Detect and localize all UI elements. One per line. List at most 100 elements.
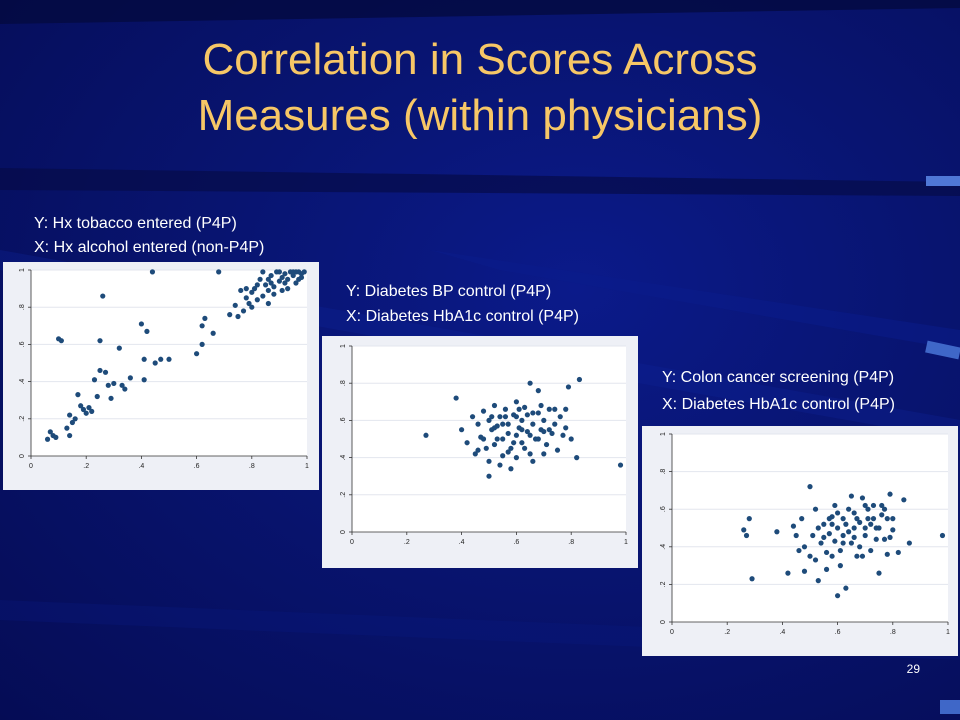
chart2-data-point: [486, 473, 492, 479]
chart1-data-point: [249, 304, 255, 310]
chart2-caption-y: Y: Diabetes BP control (P4P): [346, 283, 552, 300]
chart1-data-point: [243, 286, 249, 292]
chart3-data-point: [881, 536, 888, 542]
chart3-data-point: [895, 549, 901, 556]
chart3-data-point: [826, 531, 832, 537]
chart2-data-point: [497, 462, 503, 468]
chart2-data-point: [513, 432, 519, 438]
chart1-data-point: [271, 284, 277, 290]
slide-title-line-1: Correlation in Scores Across: [202, 35, 758, 84]
chart2-x-tick-label: .2: [404, 539, 410, 546]
chart1-x-tick-label: .4: [138, 463, 144, 470]
chart2-data-point: [491, 441, 498, 448]
chart2-plot-area: [352, 346, 626, 532]
chart1-data-point: [141, 377, 147, 383]
chart1-y-tick-label: .2: [19, 416, 26, 422]
chart2-scatter-plot: 0 .2 .4 .6 .8 1 0 .2 .4 .6 .8 1: [340, 344, 628, 546]
chart2-data-point: [491, 402, 498, 409]
chart1-y-tick-label: 0: [19, 454, 26, 458]
chart2-panel: 0 .2 .4 .6 .8 1 0 .2 .4 .6 .8 1: [322, 336, 638, 568]
chart3-data-point: [796, 547, 802, 554]
chart2-data-point: [459, 427, 465, 433]
chart2-data-point: [502, 406, 509, 412]
chart2-data-point: [508, 466, 514, 472]
chart3-data-point: [876, 525, 882, 531]
chart1-data-point: [75, 392, 81, 398]
chart3-data-point: [790, 523, 797, 529]
chart3-data-point: [884, 551, 890, 557]
chart3-data-point: [840, 516, 846, 522]
chart3-data-point: [848, 493, 854, 499]
chart1-y-tick-label: .8: [19, 304, 26, 310]
chart3-data-point: [774, 529, 780, 535]
chart2-data-point: [480, 436, 487, 442]
chart3-data-point: [793, 532, 799, 539]
chart2-y-tick-label: 0: [340, 530, 347, 534]
chart3-caption-y: Y: Colon cancer screening (P4P): [662, 369, 895, 386]
chart3-data-point: [837, 563, 843, 569]
chart2-data-point: [505, 421, 511, 427]
chart3-axes: [671, 434, 948, 623]
chart1-data-point: [260, 293, 266, 299]
chart2-x-tick-label: .6: [513, 539, 519, 546]
chart3-data-point: [812, 557, 819, 563]
chart1-x-tick-label: .2: [83, 463, 89, 470]
chart1-data-point: [86, 405, 92, 411]
chart2-data-point: [522, 404, 528, 410]
chart1-data-point: [199, 323, 205, 329]
chart1-data-point: [158, 356, 164, 362]
chart3-data-point: [862, 502, 868, 509]
chart3-data-point: [829, 521, 835, 527]
chart1-data-point: [69, 419, 75, 426]
chart2-data-point: [500, 436, 506, 442]
chart3-data-point: [890, 527, 896, 533]
chart3-data-point: [851, 510, 857, 516]
chart1-caption-y: Y: Hx tobacco entered (P4P): [34, 215, 237, 232]
chart3-data-point: [868, 547, 874, 554]
chart3-data-point: [879, 502, 885, 509]
chart2-data-point: [541, 428, 547, 435]
chart3-y-tick-label: 0: [660, 620, 667, 624]
chart2-data-point: [486, 458, 492, 464]
chart3-data-point: [840, 540, 846, 546]
chart2-data-point: [513, 399, 519, 405]
chart1-data-point: [122, 386, 128, 392]
chart1-data-point: [97, 338, 103, 344]
chart2-data-point: [617, 462, 624, 468]
chart3-data-point: [807, 484, 813, 490]
chart2-data-point: [472, 451, 478, 457]
chart2-data-point: [546, 427, 552, 433]
chart1-data-point: [285, 286, 291, 292]
chart1-data-point: [67, 432, 73, 439]
chart3-data-point: [881, 506, 888, 512]
chart3-data-point: [840, 532, 846, 539]
chart2-data-point: [505, 430, 511, 437]
chart1-data-point: [44, 436, 51, 442]
chart2-data-point: [530, 421, 536, 427]
chart2-data-point: [552, 421, 558, 427]
chart1-data-point: [138, 321, 144, 327]
chart1-data-point: [290, 272, 296, 279]
chart1-data-point: [58, 338, 64, 344]
chart2-data-point: [494, 436, 500, 442]
chart2-data-point: [505, 449, 511, 455]
chart1-data-point: [263, 282, 269, 288]
chart2-x-tick-label: .8: [568, 539, 574, 546]
chart3-y-tick-label: .2: [660, 581, 667, 587]
chart3-x-tick-label: .8: [890, 629, 896, 636]
chart1-data-point: [243, 295, 249, 301]
chart2-data-point: [527, 451, 533, 457]
chart1-data-point: [296, 276, 302, 282]
chart2-data-point: [516, 406, 522, 412]
chart2-data-point: [489, 414, 495, 420]
chart3-x-tick-label: .2: [724, 629, 730, 636]
chart2-caption-x: X: Diabetes HbA1c control (P4P): [346, 308, 579, 325]
chart3-y-tick-label: .8: [660, 469, 667, 475]
chart1-data-point: [240, 308, 247, 314]
chart2-data-point: [563, 425, 569, 431]
chart1-data-point: [83, 410, 89, 416]
chart1-y-tick-label: .6: [19, 341, 26, 347]
chart3-data-point: [865, 516, 871, 522]
chart1-data-point: [210, 330, 216, 336]
chart2-data-point: [568, 436, 574, 442]
